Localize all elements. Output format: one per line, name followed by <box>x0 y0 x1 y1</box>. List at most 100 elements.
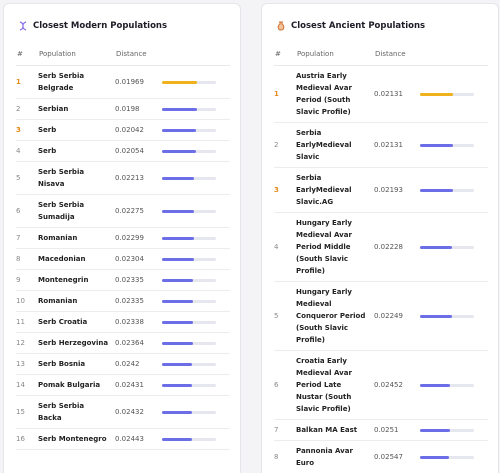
distance-bar <box>162 299 194 303</box>
population: Serbia EarlyMedieval Slavic.AG <box>296 167 374 213</box>
bar-track <box>162 278 216 282</box>
distance: 0.0198 <box>115 98 162 120</box>
bar-cell <box>420 122 488 168</box>
bar-track <box>162 236 216 240</box>
bar-cell <box>162 395 230 429</box>
distance-bar <box>162 149 197 153</box>
row: 4 Hungary Early Medieval Avar Period Midd… <box>274 212 488 282</box>
rank: 7 <box>274 419 296 441</box>
bar-cell <box>162 227 230 249</box>
distance: 0.02131 <box>374 65 420 123</box>
row: 4 Serb 0.02054 <box>16 140 230 162</box>
rank: 2 <box>16 98 38 120</box>
row: 1 Serb Serbia Belgrade 0.01969 <box>16 65 230 99</box>
distance: 0.02338 <box>115 311 162 333</box>
bar-track <box>420 245 474 249</box>
bar-cell <box>420 167 488 213</box>
population: Balkan MA East <box>296 419 374 441</box>
rank: 16 <box>16 428 38 450</box>
rank: 11 <box>16 311 38 333</box>
distance: 0.02249 <box>374 281 420 351</box>
bar-track <box>420 143 474 147</box>
population: Serbian <box>38 98 115 120</box>
bar-cell <box>162 290 230 312</box>
row: 9 Montenegrin 0.02335 <box>16 269 230 291</box>
rank: 14 <box>16 374 38 396</box>
row: 2 Serbia EarlyMedieval Slavic 0.02131 <box>274 122 488 168</box>
title-text: Closest Ancient Populations <box>291 21 426 31</box>
distance-bar <box>162 362 193 366</box>
distance: 0.02054 <box>115 140 162 162</box>
title-text: Closest Modern Populations <box>33 21 168 31</box>
distance-bar <box>162 107 197 111</box>
vase-icon <box>277 21 285 31</box>
ancient-card: Closest Ancient Populations # Population D… <box>261 3 499 473</box>
table: # Population Distance 1 Serb Serbia Belgrade… <box>16 43 230 450</box>
distance: 0.02213 <box>115 161 162 195</box>
bar-track <box>162 149 216 153</box>
bar-cell <box>162 311 230 333</box>
population: Hungary Early Medieval Conqueror Period … <box>296 281 374 351</box>
bar-track <box>420 188 474 192</box>
population: Serb Bosnia <box>38 353 115 375</box>
bar-track <box>162 80 216 84</box>
distance-bar <box>162 383 193 387</box>
distance-bar <box>420 245 453 249</box>
distance-bar <box>162 257 194 261</box>
column-header-bar <box>420 43 488 66</box>
distance-bar <box>420 383 451 387</box>
row: 5 Serb Serbia Nisava 0.02213 <box>16 161 230 195</box>
bar-track <box>162 362 216 366</box>
rank: 5 <box>16 161 38 195</box>
rank: 12 <box>16 332 38 354</box>
bar-cell <box>162 140 230 162</box>
distance: 0.02228 <box>374 212 420 282</box>
population: Romanian <box>38 290 115 312</box>
distance-bar <box>420 428 450 432</box>
distance: 0.02432 <box>115 395 162 429</box>
rank: 7 <box>16 227 38 249</box>
bar-track <box>420 314 474 318</box>
row: 6 Serb Serbia Sumadija 0.02275 <box>16 194 230 228</box>
bar-track <box>162 437 216 441</box>
card-title: Closest Ancient Populations <box>262 4 498 37</box>
population: Pomak Bulgaria <box>38 374 115 396</box>
bar-track <box>420 455 474 459</box>
population: Serb Herzegovina <box>38 332 115 354</box>
bar-track <box>162 320 216 324</box>
bar-cell <box>420 440 488 473</box>
card-title: Closest Modern Populations <box>4 4 240 37</box>
distance-bar <box>162 236 194 240</box>
distance: 0.02275 <box>115 194 162 228</box>
bar-cell <box>162 98 230 120</box>
distance: 0.02193 <box>374 167 420 213</box>
rank: 6 <box>16 194 38 228</box>
rank: 2 <box>274 122 296 168</box>
distance-bar <box>162 128 197 132</box>
bar-cell <box>162 119 230 141</box>
distance-bar <box>162 278 194 282</box>
rank: 3 <box>274 167 296 213</box>
rank: 4 <box>274 212 296 282</box>
population: Serb <box>38 140 115 162</box>
bar-cell <box>162 248 230 270</box>
population: Serb Montenegro <box>38 428 115 450</box>
distance-bar <box>162 209 194 213</box>
population: Serb Serbia Sumadija <box>38 194 115 228</box>
bar-track <box>162 176 216 180</box>
population: Serb Croatia <box>38 311 115 333</box>
distance-bar <box>162 410 193 414</box>
distance: 0.02335 <box>115 290 162 312</box>
bar-track <box>162 257 216 261</box>
rank: 9 <box>16 269 38 291</box>
population: Croatia Early Medieval Avar Period Late … <box>296 350 374 420</box>
row: 3 Serbia EarlyMedieval Slavic.AG 0.02193 <box>274 167 488 213</box>
rank: 6 <box>274 350 296 420</box>
population: Serb <box>38 119 115 141</box>
distance: 0.0251 <box>374 419 420 441</box>
rank: 1 <box>274 65 296 123</box>
population: Serbia EarlyMedieval Slavic <box>296 122 374 168</box>
population: Serb Serbia Backa <box>38 395 115 429</box>
population: Austria Early Medieval Avar Period (Sout… <box>296 65 374 123</box>
rank: 15 <box>16 395 38 429</box>
